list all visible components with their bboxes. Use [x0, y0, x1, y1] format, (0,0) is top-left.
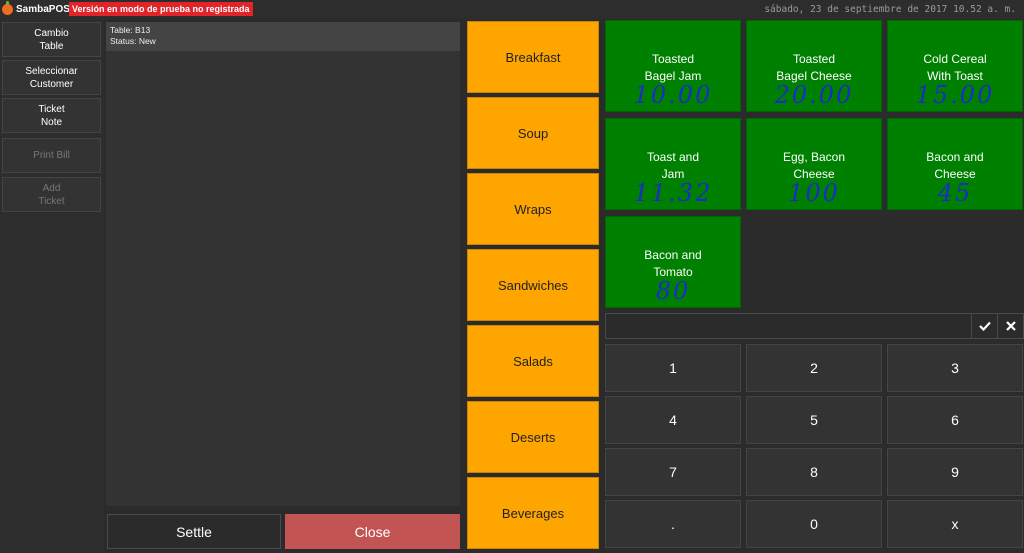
menu-item-toast-and-jam[interactable]: Toast and Jam 11.32 [605, 118, 741, 210]
numpad-3[interactable]: 3 [887, 344, 1023, 392]
app-logo: SambaPOS [2, 1, 70, 17]
numpad-4[interactable]: 4 [605, 396, 741, 444]
menu-item-price: 15.00 [915, 81, 995, 109]
category-beverages[interactable]: Beverages [467, 477, 599, 549]
menu-item-label: Bacon and Tomato [644, 248, 702, 279]
close-icon [1005, 321, 1016, 331]
menu-item-price: 10.00 [633, 81, 713, 109]
menu-item-bacon-and-cheese[interactable]: Bacon and Cheese 45 [887, 118, 1023, 210]
ticket-header[interactable]: Table: B13 Status: New [106, 22, 460, 51]
date-time: sábado, 23 de septiembre de 2017 10.52 a… [764, 4, 1016, 15]
settle-button[interactable]: Settle [107, 514, 281, 549]
confirm-button[interactable] [971, 314, 997, 338]
menu-item-cold-cereal-with-toast[interactable]: Cold Cereal With Toast 15.00 [887, 20, 1023, 112]
numpad-5[interactable]: 5 [746, 396, 882, 444]
numpad-0[interactable]: 0 [746, 500, 882, 548]
menu-item-label: Toast and Jam [646, 150, 700, 181]
menu-item-label: Bacon and Cheese [926, 150, 984, 181]
close-button[interactable]: Close [285, 514, 460, 549]
menu-item-bacon-and-tomato[interactable]: Bacon and Tomato 80 [605, 216, 741, 308]
category-salads[interactable]: Salads [467, 325, 599, 397]
select-customer-button[interactable]: Seleccionar Customer [2, 60, 101, 95]
numpad-7[interactable]: 7 [605, 448, 741, 496]
ticket-note-button[interactable]: Ticket Note [2, 98, 101, 133]
numpad-decimal[interactable]: . [605, 500, 741, 548]
category-wraps[interactable]: Wraps [467, 173, 599, 245]
menu-item-price: 80 [655, 277, 691, 305]
trial-badge: Versión en modo de prueba no registrada [69, 2, 253, 16]
numpad-9[interactable]: 9 [887, 448, 1023, 496]
menu-item-label: Toasted Bagel Cheese [776, 52, 852, 83]
change-table-button[interactable]: Cambio Table [2, 22, 101, 57]
menu-item-price: 45 [937, 179, 973, 207]
menu-item-label: Toasted Bagel Jam [644, 52, 702, 83]
menu-item-egg-bacon-cheese[interactable]: Egg, Bacon Cheese 100 [746, 118, 882, 210]
check-icon [978, 321, 991, 331]
category-column: Breakfast Soup Wraps Sandwiches Salads D… [463, 19, 603, 553]
category-breakfast[interactable]: Breakfast [467, 21, 599, 93]
add-ticket-button[interactable]: Add Ticket [2, 177, 101, 212]
ticket-status: Status: New [110, 36, 156, 46]
menu-item-label: Egg, Bacon Cheese [782, 150, 846, 181]
numpad-multiply[interactable]: x [887, 500, 1023, 548]
ticket-table: Table: B13 [110, 25, 151, 35]
top-bar: SambaPOS Versión en modo de prueba no re… [0, 0, 1024, 19]
numpad-1[interactable]: 1 [605, 344, 741, 392]
numpad-6[interactable]: 6 [887, 396, 1023, 444]
action-column: Cambio Table Seleccionar Customer Ticket… [0, 19, 104, 553]
app-name: SambaPOS [16, 4, 70, 15]
menu-item-price: 20.00 [774, 81, 854, 109]
category-deserts[interactable]: Deserts [467, 401, 599, 473]
ticket-panel: Table: B13 Status: New [106, 22, 460, 506]
numeric-input-row [605, 313, 1024, 339]
menu-item-toasted-bagel-jam[interactable]: Toasted Bagel Jam 10.00 [605, 20, 741, 112]
numpad-2[interactable]: 2 [746, 344, 882, 392]
orange-logo-icon [2, 1, 13, 15]
menu-item-price: 11.32 [633, 179, 713, 207]
print-bill-button[interactable]: Print Bill [2, 138, 101, 173]
menu-item-toasted-bagel-cheese[interactable]: Toasted Bagel Cheese 20.00 [746, 20, 882, 112]
category-soup[interactable]: Soup [467, 97, 599, 169]
menu-item-label: Cold Cereal With Toast [923, 52, 987, 83]
menu-item-price: 100 [788, 179, 840, 207]
clear-button[interactable] [997, 314, 1023, 338]
numpad-8[interactable]: 8 [746, 448, 882, 496]
category-sandwiches[interactable]: Sandwiches [467, 249, 599, 321]
numeric-input[interactable] [606, 314, 971, 338]
